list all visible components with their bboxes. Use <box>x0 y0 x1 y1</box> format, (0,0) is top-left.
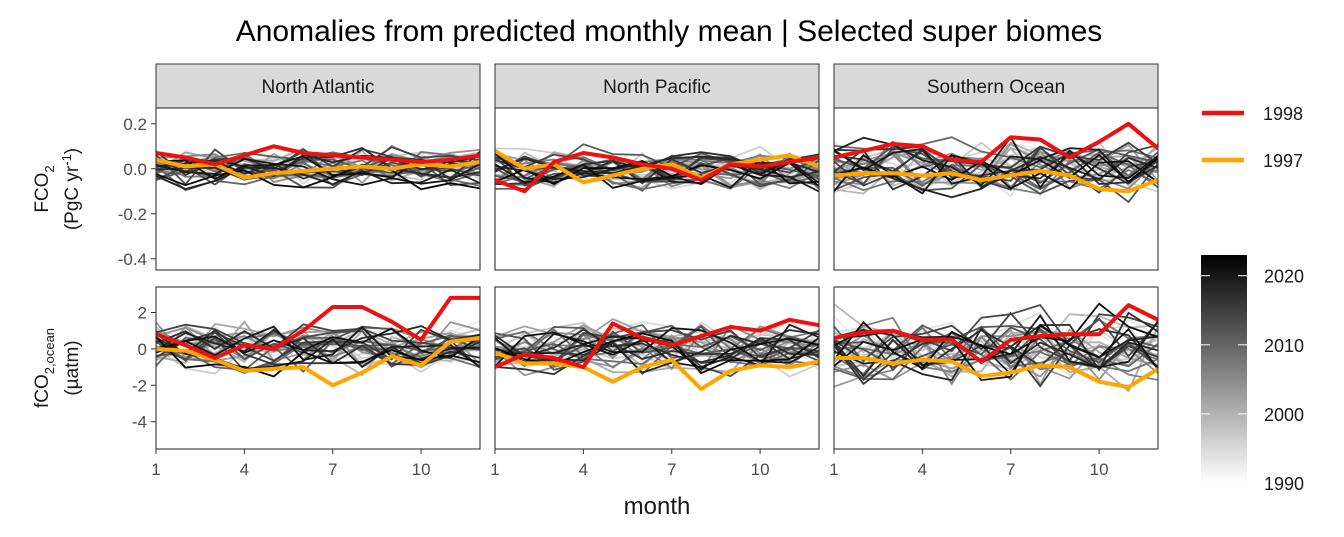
panel-background <box>495 108 819 270</box>
year-line <box>156 147 480 181</box>
year-line <box>156 323 480 351</box>
year-line <box>834 135 1158 189</box>
year-line <box>156 153 480 177</box>
year-line <box>495 156 819 188</box>
panel-background <box>156 108 480 270</box>
year-line <box>156 327 480 359</box>
series-line-1997 <box>834 356 1158 390</box>
year-line <box>156 163 480 191</box>
series-line-1998 <box>156 144 480 167</box>
x-tick-label: 1 <box>829 460 838 479</box>
y-axis-title-fco2ocean: fCO2,ocean <box>32 328 57 408</box>
year-line <box>495 330 819 367</box>
colorbar-tick-label: 1990 <box>1264 474 1304 494</box>
panel-fco2ocean-southern-ocean: 1 4 7 10 <box>829 286 1159 479</box>
y-tick-label: 0 <box>138 340 147 359</box>
facet-strip-bg <box>155 63 481 109</box>
series-line-1997 <box>495 350 819 391</box>
panel-fco2ocean-north-pacific: 1 4 7 10 <box>490 286 820 479</box>
panel-border <box>833 107 1159 271</box>
year-line <box>834 149 1158 185</box>
y-axis-FCO2: -0.4 -0.2 0.0 0.2 <box>118 115 156 269</box>
y-tick-label: -4 <box>132 413 147 432</box>
y-tick-label: -0.4 <box>118 250 147 269</box>
panel-border <box>494 286 820 450</box>
x-tick-label: 10 <box>412 460 431 479</box>
year-line <box>156 157 480 186</box>
year-line <box>156 166 480 190</box>
facet-strip-southern-ocean: Southern Ocean <box>833 63 1159 109</box>
year-line <box>834 149 1158 191</box>
chart-title: Anomalies from predicted monthly mean | … <box>236 15 1103 48</box>
facet-strip-label: Southern Ocean <box>927 77 1065 98</box>
year-line <box>834 153 1158 183</box>
series-line-1998 <box>834 121 1158 164</box>
year-line <box>834 311 1158 363</box>
year-line <box>834 323 1158 382</box>
panel-FCO2-north-pacific <box>494 107 820 271</box>
facet-strip-bg <box>494 63 820 109</box>
facet-strip-bg <box>833 63 1159 109</box>
year-line <box>495 324 819 361</box>
year-line <box>495 330 819 360</box>
facet-strip-label: North Atlantic <box>262 77 375 98</box>
legend-item-1997: 1997 <box>1202 151 1303 171</box>
series-line-1997 <box>156 336 480 388</box>
y-axis-unit-FCO2: (PgC yr-1) <box>59 148 83 230</box>
x-tick-label: 7 <box>328 460 337 479</box>
panel-background <box>156 287 480 449</box>
series-line-1997 <box>834 169 1158 194</box>
series-line-1998 <box>834 303 1158 364</box>
panels-layer: North Atlantic North Pacific Southern Ocea… <box>32 63 1159 479</box>
y-axis-unit-fco2ocean: (µatm) <box>62 340 83 395</box>
y-tick-label: 2 <box>138 303 147 322</box>
facet-strip-north-pacific: North Pacific <box>494 63 820 109</box>
legend-label: 1998 <box>1263 104 1303 124</box>
legend: 1998 1997 1990 2000 2010 2020 <box>1201 104 1304 494</box>
x-tick-label: 10 <box>751 460 770 479</box>
y-tick-label: -2 <box>132 376 147 395</box>
x-tick-label: 4 <box>579 460 588 479</box>
year-ensemble <box>495 317 819 378</box>
colorbar-tick-label: 2020 <box>1264 267 1304 287</box>
year-line <box>495 329 819 365</box>
x-tick-label: 7 <box>1006 460 1015 479</box>
colorbar-gradient <box>1201 255 1247 483</box>
panel-FCO2-southern-ocean <box>833 107 1159 271</box>
y-axis-title-FCO2: FCO2 <box>32 165 57 212</box>
y-tick-label: 0.0 <box>123 160 147 179</box>
x-tick-label: 4 <box>240 460 249 479</box>
y-axis-fco2ocean: -4 -2 0 2 <box>132 303 156 432</box>
y-tick-label: -0.2 <box>118 205 147 224</box>
legend-label: 1997 <box>1263 151 1303 171</box>
year-line <box>834 314 1158 368</box>
panel-border <box>833 286 1159 450</box>
facet-strip-label: North Pacific <box>603 77 711 98</box>
y-tick-label: 0.2 <box>123 115 147 134</box>
x-tick-label: 1 <box>151 460 160 479</box>
year-line <box>495 323 819 369</box>
year-line <box>834 141 1158 173</box>
panel-border <box>155 286 481 450</box>
panel-FCO2-north-atlantic <box>155 107 481 271</box>
x-tick-label: 1 <box>490 460 499 479</box>
x-axis-title: month <box>624 493 691 520</box>
panel-border <box>494 107 820 271</box>
year-colorbar: 1990 2000 2010 2020 <box>1201 255 1304 494</box>
colorbar-tick-label: 2010 <box>1264 336 1304 356</box>
panel-border <box>155 107 481 271</box>
panel-fco2ocean-north-atlantic: 1 4 7 10 <box>151 286 481 479</box>
x-tick-label: 4 <box>918 460 927 479</box>
x-tick-label: 7 <box>667 460 676 479</box>
facet-strip-north-atlantic: North Atlantic <box>155 63 481 109</box>
legend-item-1998: 1998 <box>1202 104 1303 124</box>
series-line-1998 <box>495 151 819 194</box>
colorbar-tick-label: 2000 <box>1264 405 1304 425</box>
series-line-1998 <box>156 295 480 360</box>
year-line <box>495 329 819 374</box>
x-tick-label: 10 <box>1090 460 1109 479</box>
series-line-1998 <box>495 317 819 370</box>
